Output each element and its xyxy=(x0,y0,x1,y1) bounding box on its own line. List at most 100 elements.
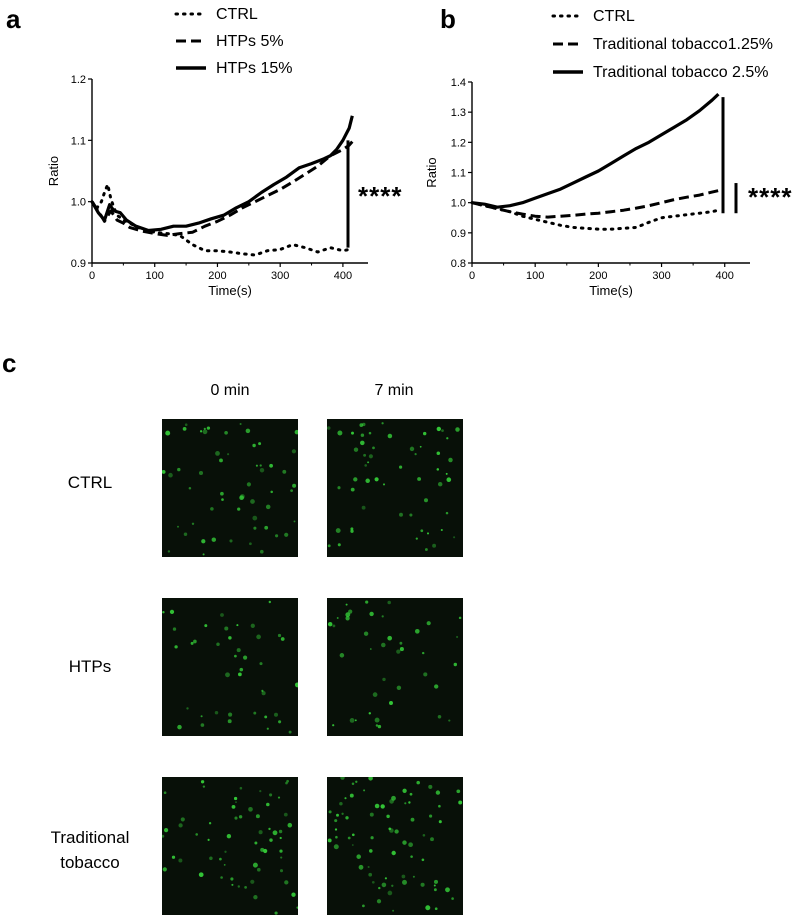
cell-dot xyxy=(360,440,365,446)
cell-dot xyxy=(269,463,273,468)
cell-dot xyxy=(223,863,226,866)
cell-dot xyxy=(456,635,459,639)
cell-dot xyxy=(162,834,165,838)
cell-dot xyxy=(279,869,284,873)
cell-dot xyxy=(286,779,289,783)
cell-dot xyxy=(277,633,282,638)
cell-dot xyxy=(456,789,461,794)
cell-dot xyxy=(184,423,188,426)
cell-dot xyxy=(391,884,394,887)
cell-dot xyxy=(401,874,406,879)
x-axis-label: Time(s) xyxy=(208,283,252,298)
cell-dot xyxy=(203,427,206,430)
cell-dot xyxy=(244,886,247,889)
cell-dot xyxy=(345,616,350,621)
cell-dot xyxy=(211,537,217,542)
cell-dot xyxy=(296,906,298,909)
legend-label-1: Traditional tobacco1.25% xyxy=(593,36,773,53)
cell-dot xyxy=(292,483,297,488)
cell-dot xyxy=(327,544,331,548)
cell-dot xyxy=(414,628,420,634)
x-tick-label-3: 300 xyxy=(652,270,670,282)
cell-dot xyxy=(363,631,369,636)
cell-dot xyxy=(391,795,396,801)
cell-dot xyxy=(245,428,251,434)
cell-dot xyxy=(426,532,430,535)
cell-dot xyxy=(224,626,229,631)
panel-letter-a: a xyxy=(6,4,21,34)
cell-dot xyxy=(381,882,387,888)
cell-dot xyxy=(164,828,169,833)
legend-label-1: HTPs 5% xyxy=(216,33,284,50)
y-tick-label-4: 1.2 xyxy=(451,137,466,149)
cell-dot xyxy=(259,790,262,793)
cell-dot xyxy=(235,801,237,803)
micrograph-tobacco-7min xyxy=(327,777,463,915)
panel-letter-b: b xyxy=(440,4,456,34)
cell-dot xyxy=(171,855,176,859)
cell-dot xyxy=(350,529,354,533)
cell-dot xyxy=(378,886,381,890)
cell-dot xyxy=(260,549,264,554)
x-tick-label-0: 0 xyxy=(469,270,475,282)
cell-dot xyxy=(268,827,271,831)
cell-dot xyxy=(441,429,444,432)
cell-dot xyxy=(362,904,365,908)
cell-dot xyxy=(382,483,386,486)
column-header-0min: 0 min xyxy=(210,382,250,399)
cell-dot xyxy=(345,603,348,606)
series-line-1 xyxy=(90,140,354,237)
cell-dot xyxy=(408,842,413,848)
legend-label-0: CTRL xyxy=(216,6,258,23)
cell-dot xyxy=(227,719,232,724)
cell-dot xyxy=(228,712,233,717)
cell-dot xyxy=(258,830,263,835)
legend-label-2: HTPs 15% xyxy=(216,60,292,77)
cell-dot xyxy=(259,464,262,467)
cell-dot xyxy=(438,820,442,824)
cell-dot xyxy=(248,806,253,812)
cell-dot xyxy=(252,862,258,868)
cell-dot xyxy=(252,443,256,448)
cell-dot xyxy=(250,623,255,628)
cell-dot xyxy=(250,499,255,504)
cell-dot xyxy=(437,481,443,487)
cell-dot xyxy=(414,453,417,456)
x-tick-label-0: 0 xyxy=(89,270,95,282)
cell-dot xyxy=(435,790,441,795)
cell-dot xyxy=(284,532,289,537)
legend-label-2: Traditional tobacco 2.5% xyxy=(593,64,769,81)
cell-dot xyxy=(239,667,244,672)
cell-dot xyxy=(348,609,353,614)
cell-dot xyxy=(335,835,338,839)
cell-dot xyxy=(188,486,192,490)
significance-stars: **** xyxy=(358,181,402,211)
cell-dot xyxy=(386,814,390,819)
significance-stars: **** xyxy=(748,182,792,212)
cell-dot xyxy=(339,653,345,658)
cell-dot xyxy=(425,905,431,911)
cell-dot xyxy=(178,823,183,828)
cell-dot xyxy=(274,911,278,915)
cell-dot xyxy=(399,465,403,469)
cell-dot xyxy=(433,879,439,884)
cell-dot xyxy=(207,838,210,841)
x-tick-label-4: 400 xyxy=(716,270,734,282)
cell-dot xyxy=(371,880,375,884)
cell-dot xyxy=(214,710,219,715)
series-line-2 xyxy=(471,92,720,209)
cell-dot xyxy=(287,822,293,828)
cell-dot xyxy=(402,788,407,793)
cell-dot xyxy=(327,621,333,627)
cell-dot xyxy=(446,437,449,440)
cell-dot xyxy=(374,477,379,482)
cell-dot xyxy=(419,445,422,448)
x-tick-label-3: 300 xyxy=(271,270,289,282)
micrograph-htps-0min xyxy=(162,598,298,736)
cell-dot xyxy=(231,805,236,809)
cell-dot xyxy=(279,849,283,853)
legend-label-0: CTRL xyxy=(593,8,635,25)
cell-dot xyxy=(239,786,243,790)
cell-dot xyxy=(264,715,268,719)
cell-dot xyxy=(402,879,407,885)
